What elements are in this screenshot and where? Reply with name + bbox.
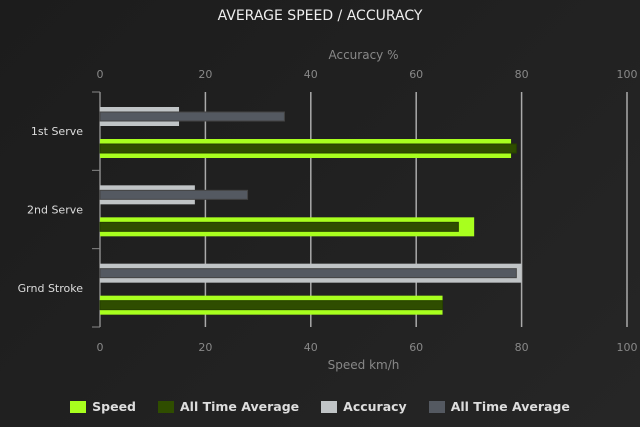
- legend-label: Accuracy: [343, 399, 407, 414]
- bottom-tick-label: 60: [409, 341, 423, 354]
- bottom-tick-label: 80: [515, 341, 529, 354]
- top-tick-label: 20: [198, 68, 212, 81]
- bottom-tick-label: 40: [304, 341, 318, 354]
- accuracy-average-bar: [99, 268, 517, 279]
- bottom-tick-label: 20: [198, 341, 212, 354]
- legend-label: All Time Average: [450, 399, 570, 414]
- top-tick-label: 100: [617, 68, 638, 81]
- legend-item[interactable]: Speed: [70, 399, 136, 414]
- top-axis-label: Accuracy %: [328, 48, 398, 62]
- speed-average-bar: [99, 300, 444, 311]
- legend-item[interactable]: All Time Average: [158, 399, 299, 414]
- bottom-axis-label: Speed km/h: [328, 358, 400, 372]
- top-tick-label: 40: [304, 68, 318, 81]
- legend-swatch: [428, 400, 445, 413]
- speed-average-bar: [99, 221, 459, 232]
- legend-label: All Time Average: [180, 399, 300, 414]
- category-label: 1st Serve: [31, 125, 83, 138]
- speed-average-bar: [99, 143, 517, 154]
- category-label: Grnd Stroke: [18, 282, 84, 295]
- legend-swatch: [158, 400, 174, 413]
- legend-item[interactable]: All Time Average: [428, 399, 570, 414]
- category-label: 2nd Serve: [27, 204, 83, 217]
- chart-title: AVERAGE SPEED / ACCURACY: [217, 8, 423, 24]
- top-tick-label: 80: [515, 68, 529, 81]
- accuracy-average-bar: [99, 111, 285, 122]
- legend: Speed All Time Average Accuracy All Time Av…: [0, 399, 640, 414]
- legend-swatch: [70, 400, 87, 413]
- legend-item[interactable]: Accuracy: [321, 399, 407, 414]
- bottom-tick-label: 0: [97, 341, 104, 354]
- legend-label: Speed: [92, 399, 136, 414]
- accuracy-average-bar: [99, 189, 249, 200]
- top-tick-label: 0: [97, 68, 104, 81]
- legend-swatch: [321, 400, 338, 413]
- bottom-tick-label: 100: [617, 341, 638, 354]
- top-tick-label: 60: [409, 68, 423, 81]
